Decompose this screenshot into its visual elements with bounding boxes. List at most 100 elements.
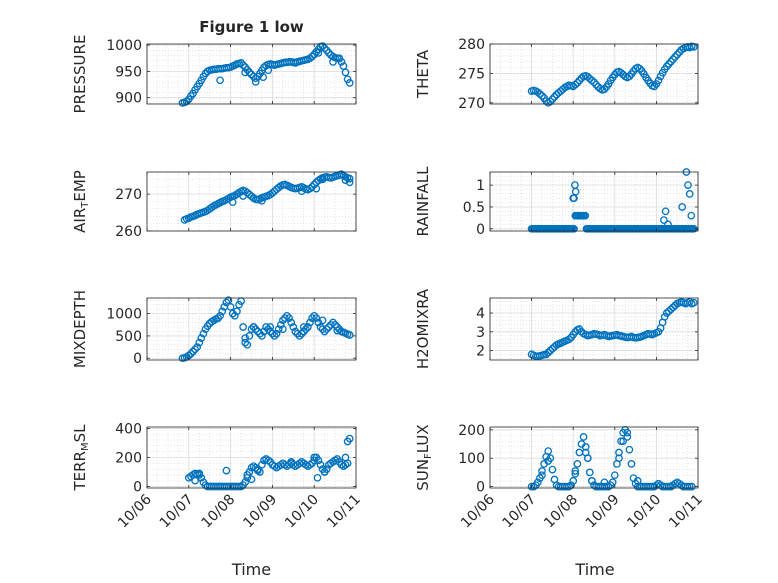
data-point (345, 178, 354, 187)
data-point (585, 468, 594, 477)
y-tick-label: 260 (115, 224, 142, 240)
data-point (245, 332, 254, 340)
data-point (266, 323, 275, 331)
data-point (610, 471, 619, 480)
data-point (253, 465, 262, 473)
data-point (287, 458, 296, 466)
data-point (345, 434, 354, 443)
data-point (669, 303, 677, 312)
data-point (241, 338, 250, 347)
y-axis-label: AIRTEMP (71, 170, 91, 233)
data-point (565, 335, 573, 344)
data-point (295, 332, 304, 340)
data-point (262, 323, 270, 331)
data-point (237, 59, 245, 67)
y-tick-label: 3 (476, 325, 485, 341)
data-point (187, 349, 195, 358)
axes-box (146, 43, 357, 105)
data-point (619, 437, 627, 446)
data-point (316, 460, 325, 469)
data-point (345, 174, 354, 183)
subplot-6: 2 3 4 H2OMIXRA (414, 288, 699, 369)
data-point (544, 447, 553, 455)
data-point (320, 327, 329, 336)
data-point (608, 478, 617, 487)
data-point (623, 428, 632, 437)
y-axis-label: H2OMIXRA (414, 288, 432, 369)
data-point (536, 90, 544, 98)
axes-box (489, 426, 699, 489)
data-point (600, 478, 609, 487)
data-point (569, 477, 578, 485)
data-point (685, 190, 694, 198)
y-tick-label: 200 (115, 451, 142, 467)
data-point (301, 325, 310, 334)
data-point (191, 345, 199, 354)
data-point (588, 76, 596, 85)
data-point (667, 57, 675, 66)
data-point (258, 460, 266, 469)
data-point (216, 311, 224, 320)
data-point (314, 49, 323, 57)
data-point (333, 326, 342, 335)
data-point (665, 307, 673, 316)
axes-box (146, 171, 357, 232)
data-point (546, 97, 555, 106)
data-point (224, 296, 233, 305)
data-point (615, 448, 623, 457)
data-point (313, 473, 322, 482)
data-point (671, 53, 679, 61)
data-point (251, 74, 260, 83)
y-tick-label: 0 (476, 480, 485, 496)
data-point (249, 193, 258, 202)
data-point (660, 216, 668, 224)
data-point (329, 318, 337, 327)
data-point (533, 478, 542, 487)
data-point (228, 198, 237, 207)
y-tick-label: 2 (476, 344, 485, 360)
data-point (214, 314, 222, 322)
data-point (588, 477, 596, 485)
y-tick-label: 200 (458, 423, 485, 439)
data-point (684, 181, 692, 189)
data-point (322, 325, 331, 334)
data-point (627, 460, 636, 468)
data-point (241, 68, 250, 77)
data-point (304, 323, 312, 331)
data-point (345, 79, 354, 87)
data-point (318, 316, 327, 325)
data-point (285, 314, 293, 322)
data-point (660, 312, 669, 321)
data-point (264, 325, 273, 334)
data-point (689, 298, 698, 307)
data-point (299, 327, 308, 336)
data-point (579, 433, 588, 441)
data-point (247, 475, 256, 484)
data-point (623, 433, 632, 441)
data-point (239, 192, 247, 200)
data-point (218, 307, 227, 316)
data-point (189, 347, 197, 356)
data-point (583, 454, 592, 463)
data-point (664, 220, 672, 229)
data-point (571, 467, 580, 475)
data-point (318, 42, 327, 50)
data-point (258, 196, 266, 205)
data-point (685, 297, 694, 306)
y-axis-label: TERRMSL (71, 424, 91, 492)
data-point (615, 454, 623, 463)
figure-title: Figure 1 low (199, 18, 304, 36)
subplot-4: 0 0.5 1 RAINFALL (414, 166, 699, 238)
data-series (178, 296, 354, 363)
data-point (310, 453, 319, 462)
data-point (538, 467, 546, 475)
y-axis-label: PRESSURE (71, 35, 89, 114)
data-point (581, 443, 590, 451)
axes-box (489, 171, 699, 232)
data-point (306, 318, 314, 327)
x-axis-label-left: Time (231, 560, 271, 579)
data-point (226, 303, 235, 311)
y-tick-label: 270 (458, 96, 485, 112)
data-point (308, 52, 316, 61)
data-point (191, 476, 199, 485)
